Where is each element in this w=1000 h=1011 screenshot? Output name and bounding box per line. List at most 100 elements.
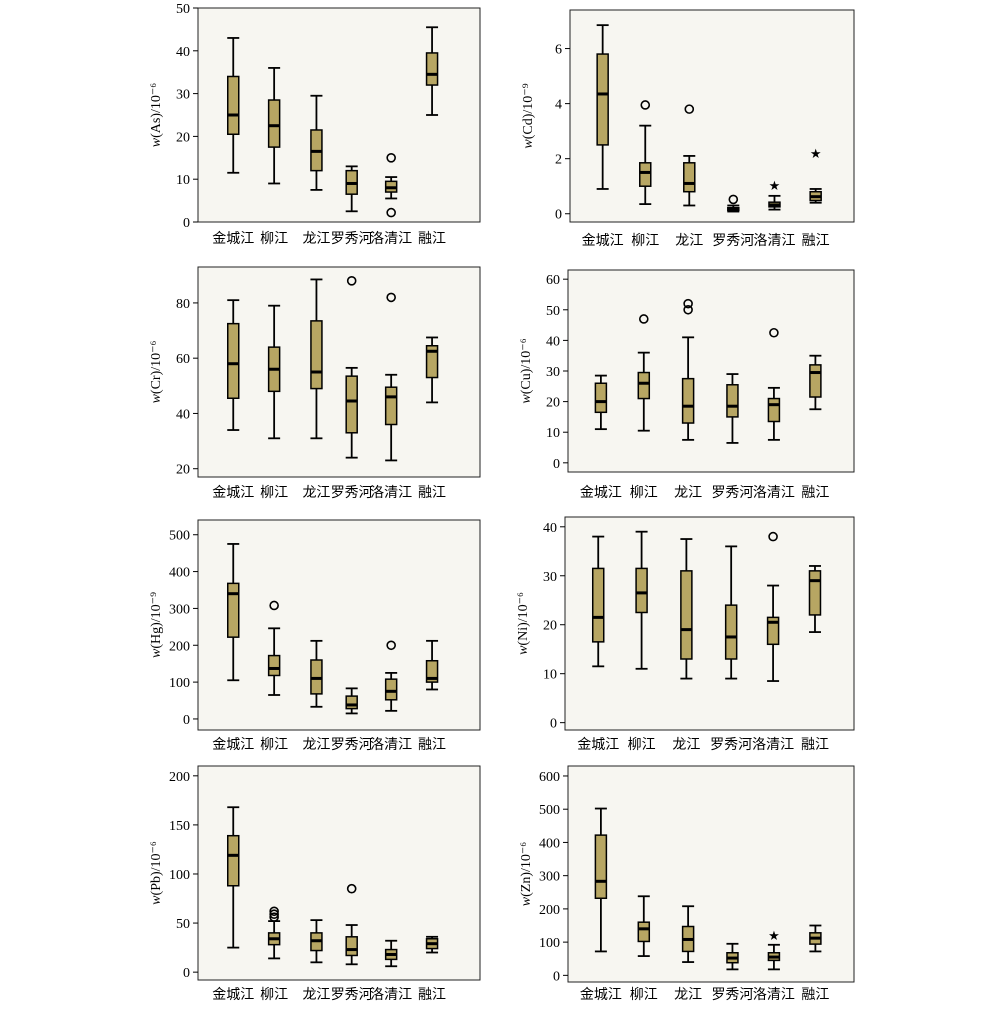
outlier-point xyxy=(346,883,357,894)
outlier-point xyxy=(386,153,396,163)
box-1 xyxy=(267,906,281,960)
y-tick-label: 600 xyxy=(539,770,560,785)
box-2 xyxy=(683,104,696,207)
iqr-box xyxy=(384,678,398,701)
y-tick-label: 400 xyxy=(169,566,190,581)
extreme-point: ★ xyxy=(768,928,780,943)
box-1 xyxy=(637,314,651,432)
x-category-label: 洛清江 xyxy=(753,987,795,1003)
chart-as: 0 10 20 30 40 50 w(As)/10⁻⁶ 金城江 柳江 龙江 罗秀河 洛清江 融江 xyxy=(0,0,500,252)
chart-hg-svg: 0 100 200 300 400 500 w(Hg)/10⁻⁹ 金城江 柳江 龙江 罗秀河洛清江融… xyxy=(149,519,481,753)
outlier-point xyxy=(768,531,778,542)
y-tick-label: 20 xyxy=(176,463,190,478)
iqr-box xyxy=(591,567,605,643)
box-3 xyxy=(727,194,740,213)
y-tick-label: 0 xyxy=(550,717,557,732)
y-tick-label: 200 xyxy=(169,770,190,785)
box-3 xyxy=(345,276,358,459)
x-category-label: 柳江 xyxy=(630,986,658,1003)
outlier-point xyxy=(683,304,693,315)
y-tick-label: 100 xyxy=(539,936,560,951)
y-tick-label: 100 xyxy=(169,676,190,691)
outlier-point xyxy=(683,298,693,309)
box-3 xyxy=(726,942,739,971)
box-2 xyxy=(310,919,323,964)
x-category-label: 柳江 xyxy=(260,736,288,753)
y-axis-label: w(Pb)/10⁻⁶ xyxy=(149,841,164,905)
y-tick-label: 6 xyxy=(555,43,562,58)
chart-zn-svg: 0 100 200 300 400 500 600 w(Zn)/10⁻⁶ 金城江 柳江 龙江 罗秀河洛… xyxy=(519,765,855,1003)
outlier-point xyxy=(346,276,357,286)
box-2 xyxy=(310,278,323,440)
box-4 xyxy=(766,531,780,682)
iqr-box xyxy=(594,382,608,414)
iqr-box xyxy=(425,345,439,379)
box-2 xyxy=(680,538,693,680)
chart-hg: 0 100 200 300 400 500 w(Hg)/10⁻⁹ 金城江 柳江 龙江 罗秀河 洛清江融… xyxy=(0,504,500,756)
x-category-label: 融江 xyxy=(801,485,829,501)
chart-ni: 0 10 20 30 40 w(Ni)/10⁻⁶ 金城江 柳江 龙江 罗秀河 洛清江 融江 xyxy=(500,504,1000,756)
box-2 xyxy=(310,639,323,708)
x-category-label: 融江 xyxy=(418,737,446,753)
iqr-box xyxy=(808,570,822,616)
iqr-box xyxy=(726,384,739,418)
y-tick-label: 0 xyxy=(553,969,560,984)
x-category-label: 金城江 xyxy=(580,987,622,1003)
x-category-label: 罗秀河 xyxy=(712,233,754,249)
chart-ni-svg: 0 10 20 30 40 w(Ni)/10⁻⁶ 金城江 柳江 龙江 罗秀河 洛清江 融江 xyxy=(516,516,855,753)
y-tick-label: 80 xyxy=(176,297,190,312)
y-tick-label: 40 xyxy=(176,45,190,60)
iqr-box xyxy=(227,322,240,399)
box-3 xyxy=(345,165,358,213)
extreme-point: ★ xyxy=(769,178,781,193)
x-category-label: 洛清江 xyxy=(370,987,412,1003)
x-category-label: 融江 xyxy=(418,987,446,1003)
box-0 xyxy=(227,37,240,174)
x-category-label: 融江 xyxy=(418,231,446,247)
y-tick-label: 100 xyxy=(169,868,190,883)
box-4: ★ xyxy=(768,178,781,211)
box-0 xyxy=(594,374,608,431)
box-1 xyxy=(635,530,648,670)
box-3 xyxy=(345,687,358,715)
x-category-label: 罗秀河 xyxy=(331,231,373,247)
outlier-point xyxy=(638,314,649,324)
chart-cd-svg: 0 2 4 6 w(Cd)/10⁻⁹ 金城江 柳江 龙江 罗秀河 洛清江 融江 ★ ★ xyxy=(521,9,855,249)
y-tick-label: 40 xyxy=(546,334,560,349)
y-tick-label: 50 xyxy=(546,304,560,319)
plot-area xyxy=(569,9,855,223)
box-0 xyxy=(227,806,240,949)
x-category-label: 柳江 xyxy=(628,736,656,753)
outlier-point xyxy=(684,104,695,114)
y-tick-label: 500 xyxy=(169,529,190,544)
x-category-label: 洛清江 xyxy=(752,737,794,753)
plot-area xyxy=(567,765,855,983)
iqr-box xyxy=(425,52,439,86)
box-5 xyxy=(809,924,822,953)
chart-cd: 0 2 4 6 w(Cd)/10⁻⁹ 金城江 柳江 龙江 罗秀河 洛清江 融江 ★ ★ xyxy=(500,0,1000,252)
x-category-label: 洛清江 xyxy=(753,485,795,501)
outlier-point xyxy=(769,327,779,338)
box-0 xyxy=(227,299,240,431)
x-category-label: 金城江 xyxy=(212,231,254,247)
box-0 xyxy=(227,543,240,682)
iqr-box xyxy=(767,397,781,423)
x-category-label: 金城江 xyxy=(582,233,624,249)
y-tick-label: 10 xyxy=(546,426,560,441)
y-tick-label: 10 xyxy=(176,173,190,188)
y-axis-label: w(Cu)/10⁻⁶ xyxy=(519,338,534,403)
outlier-point xyxy=(269,600,279,611)
chart-cu-svg: 0 10 20 30 40 50 60 w(Cu)/10⁻⁶ 金城江 柳江 龙江 罗秀河 洛清江 融江 xyxy=(519,269,855,501)
box-4 xyxy=(384,153,398,218)
iqr-box xyxy=(594,834,608,900)
iqr-box xyxy=(635,567,648,614)
y-tick-label: 30 xyxy=(543,570,557,585)
x-category-label: 龙江 xyxy=(674,485,702,501)
outlier-point xyxy=(269,909,279,920)
box-2 xyxy=(681,298,695,441)
box-1 xyxy=(639,100,652,206)
y-tick-label: 4 xyxy=(555,98,562,113)
box-4 xyxy=(384,640,398,712)
